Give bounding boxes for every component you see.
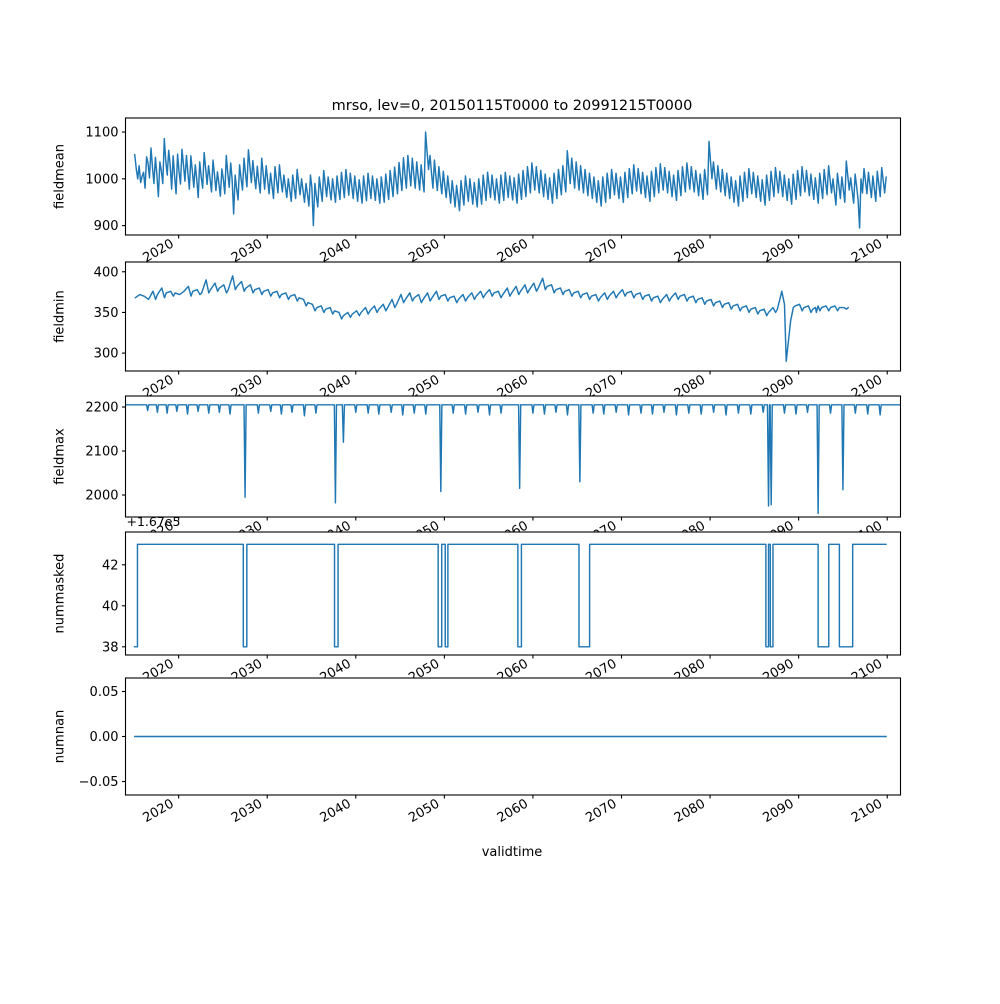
figure-title: mrso, lev=0, 20150115T0000 to 20991215T0… (332, 98, 693, 114)
y-tick-label: 38 (102, 640, 119, 655)
series-line-fieldmin (134, 275, 849, 362)
x-axis-label: validtime (482, 845, 543, 860)
panel-background (125, 532, 901, 655)
y-tick-label: 900 (94, 219, 119, 234)
y-tick-label: 0.05 (90, 685, 119, 700)
y-axis-offset-text: +1.67e5 (127, 514, 181, 529)
y-axis-label-numnan: numnan (53, 710, 68, 764)
y-tick-label: 2200 (85, 401, 118, 416)
y-tick-label: 400 (94, 265, 119, 280)
y-tick-label: 40 (102, 599, 119, 614)
axes-spines (124, 531, 902, 656)
y-axis-label-nummasked: nummasked (53, 554, 68, 634)
panel-background (125, 262, 901, 371)
y-axis-label-fieldmax: fieldmax (53, 428, 68, 485)
panel-background (125, 396, 901, 517)
series-line-fieldmax (125, 404, 901, 515)
y-tick-label: 0.00 (90, 730, 119, 745)
y-tick-label: 300 (94, 347, 119, 362)
axes-spines (124, 117, 902, 236)
y-tick-label: 1000 (85, 172, 118, 187)
y-tick-label: 2100 (85, 445, 118, 460)
y-tick-label: −0.05 (79, 775, 119, 790)
series-line-fieldmean (133, 131, 887, 229)
y-tick-label: 350 (94, 306, 119, 321)
y-axis-label-fieldmin: fieldmin (53, 290, 68, 343)
series-line-nummasked (133, 543, 887, 648)
y-tick-label: 1100 (85, 126, 118, 141)
y-axis-label-fieldmean: fieldmean (53, 144, 68, 209)
y-tick-label: 2000 (85, 489, 118, 504)
axes-spines (124, 395, 902, 518)
axes-spines (124, 261, 902, 372)
y-tick-label: 42 (102, 558, 119, 573)
